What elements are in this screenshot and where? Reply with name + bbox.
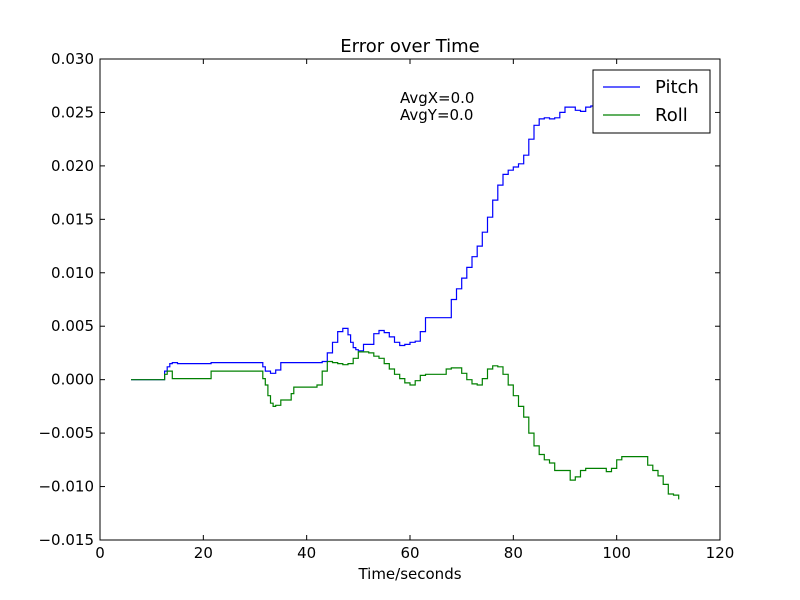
- y-tick-label: −0.010: [38, 478, 94, 496]
- y-tick-label: 0.010: [51, 264, 94, 282]
- legend-label-pitch: Pitch: [655, 77, 699, 98]
- chart-title: Error over Time: [340, 36, 480, 57]
- y-tick-label: 0.020: [51, 157, 94, 175]
- series-line-roll: [131, 351, 680, 500]
- y-tick-label: −0.015: [38, 531, 94, 549]
- annotation-avgx: AvgX=0.0: [400, 89, 474, 107]
- x-tick-label: 20: [194, 544, 213, 562]
- series-line-pitch: [131, 105, 638, 381]
- x-tick-label: 120: [706, 544, 735, 562]
- y-tick-label: 0.000: [51, 371, 94, 389]
- y-tick-label: 0.030: [51, 50, 94, 68]
- annotation-avgy: AvgY=0.0: [400, 106, 473, 124]
- x-tick-label: 0: [95, 544, 105, 562]
- y-tick-label: −0.005: [38, 424, 94, 442]
- y-axis: −0.015 −0.010 −0.005 0.000 0.005 0.010 0.015 0.…: [38, 50, 720, 549]
- x-axis: 0 20 40 60 80 100 120: [95, 59, 734, 562]
- legend-box: [592, 69, 711, 134]
- legend-label-roll: Roll: [655, 105, 688, 126]
- series-layer: [131, 105, 680, 500]
- y-tick-label: 0.005: [51, 317, 94, 335]
- y-tick-label: 0.015: [51, 210, 94, 228]
- y-tick-label: 0.025: [51, 103, 94, 121]
- x-tick-label: 40: [297, 544, 316, 562]
- x-tick-label: 80: [504, 544, 523, 562]
- x-tick-label: 60: [400, 544, 419, 562]
- x-axis-label: Time/seconds: [357, 565, 461, 583]
- x-tick-label: 100: [602, 544, 631, 562]
- legend: Pitch Roll: [592, 69, 711, 134]
